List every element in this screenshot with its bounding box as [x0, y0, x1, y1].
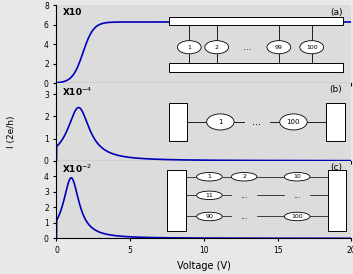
Text: X10: X10 [62, 8, 82, 17]
Text: (b): (b) [330, 85, 342, 95]
Text: X10$^{-4}$: X10$^{-4}$ [62, 85, 93, 98]
Text: (a): (a) [330, 8, 342, 17]
Text: X10$^{-2}$: X10$^{-2}$ [62, 163, 92, 175]
Text: (c): (c) [330, 163, 342, 172]
Text: I (2e/h): I (2e/h) [7, 115, 16, 148]
X-axis label: Voltage (V): Voltage (V) [177, 261, 231, 270]
